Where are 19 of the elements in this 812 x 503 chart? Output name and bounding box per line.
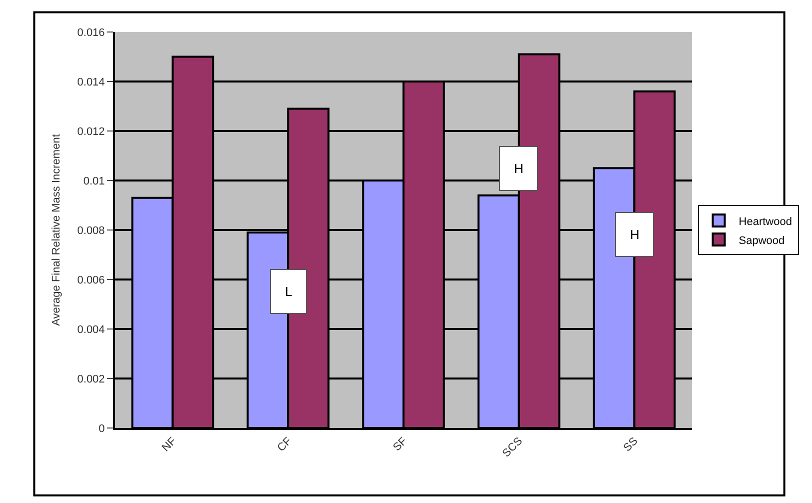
y-axis-title: Average Final Relative Mass Increment — [50, 134, 62, 326]
annotation: H — [514, 161, 524, 176]
annotation: H — [630, 227, 640, 242]
x-tick-label: SF — [391, 435, 410, 454]
y-tick-label: 0.002 — [77, 373, 105, 386]
x-tick-label: CF — [275, 435, 294, 454]
y-tick-label: 0.01 — [83, 175, 105, 188]
y-tick-label: 0.012 — [77, 126, 105, 138]
x-tick-label: NF — [160, 435, 179, 454]
legend-label: Sapwood — [738, 234, 785, 247]
y-tick-label: 0 — [98, 422, 105, 435]
y-tick-label: 0.014 — [77, 76, 105, 88]
y-tick-label: 0.016 — [77, 26, 105, 39]
x-tick-label: SS — [621, 435, 640, 454]
y-tick-label: 0.004 — [77, 324, 105, 336]
y-tick-label: 0.006 — [77, 274, 105, 286]
y-tick-label: 0.008 — [77, 224, 105, 237]
legend-label: Heartwood — [738, 216, 792, 228]
annotation: L — [285, 284, 292, 299]
